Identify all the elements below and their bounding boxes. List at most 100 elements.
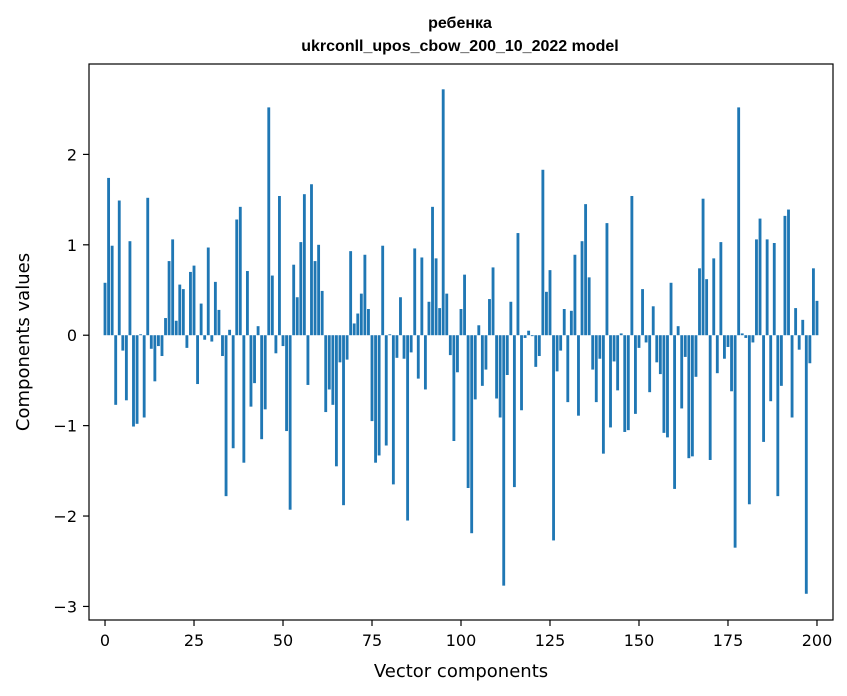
bar-component-47	[270, 275, 274, 336]
bar-component-122	[537, 335, 541, 357]
bar-component-63	[327, 335, 331, 390]
bar-component-94	[438, 308, 442, 336]
bar-component-177	[733, 335, 737, 548]
bar-component-22	[181, 289, 185, 336]
bar-component-7	[128, 241, 132, 336]
bar-component-180	[744, 335, 748, 338]
bar-component-154	[651, 306, 655, 336]
bar-component-44	[260, 335, 264, 440]
bar-component-170	[708, 335, 712, 460]
bar-component-161	[676, 326, 680, 336]
bar-component-150	[637, 335, 641, 348]
x-tick-label: 125	[535, 631, 566, 650]
bar-component-27	[199, 303, 203, 336]
bar-component-1	[107, 177, 111, 336]
bar-component-175	[726, 335, 730, 347]
bar-component-15	[156, 335, 160, 347]
bar-component-182	[751, 335, 755, 343]
bar-component-65	[334, 335, 338, 467]
bar-component-99	[456, 335, 459, 373]
bar-component-49	[278, 195, 281, 336]
bar-component-111	[498, 335, 502, 418]
bar-component-188	[772, 243, 776, 336]
bar-component-125	[548, 270, 552, 336]
bar-component-4	[117, 200, 121, 336]
y-tick-label: 2	[67, 145, 77, 164]
bar-component-41	[249, 335, 253, 407]
bar-component-143	[612, 335, 616, 362]
bar-component-96	[445, 293, 449, 336]
bar-component-83	[399, 297, 402, 336]
y-tick-label: 0	[67, 326, 77, 345]
bar-component-195	[797, 335, 801, 350]
bar-component-133	[577, 335, 580, 416]
y-tick-label: −3	[53, 597, 77, 616]
bar-component-89	[420, 257, 424, 336]
chart-subtitle: ukrconll_upos_cbow_200_10_2022 model	[301, 38, 618, 55]
bar-component-151	[641, 289, 644, 336]
bar-component-100	[459, 309, 463, 336]
bar-component-128	[559, 335, 563, 351]
bar-component-53	[292, 264, 296, 336]
bar-component-25	[192, 265, 196, 336]
bar-component-156	[658, 335, 662, 375]
bar-component-30	[210, 335, 214, 342]
x-tick-label: 200	[802, 631, 833, 650]
bar-component-147	[626, 335, 630, 431]
bar-component-109	[491, 267, 495, 336]
bar-component-110	[495, 335, 499, 399]
bar-component-124	[545, 291, 548, 336]
bar-component-32	[217, 309, 221, 336]
bar-component-18	[167, 261, 171, 336]
bar-component-165	[690, 335, 694, 457]
bar-component-58	[310, 184, 313, 336]
bar-component-87	[413, 248, 417, 336]
y-tick-label: −2	[53, 507, 77, 526]
bar-component-116	[516, 233, 520, 336]
bar-component-163	[683, 335, 687, 357]
y-tick-label: 1	[67, 236, 77, 255]
bar-component-39	[242, 335, 246, 463]
bar-component-91	[427, 301, 431, 336]
bar-component-56	[302, 194, 306, 336]
bar-component-136	[587, 277, 591, 336]
bar-component-55	[299, 242, 303, 336]
bar-component-198	[808, 335, 812, 364]
bar-component-31	[213, 281, 217, 336]
bar-component-157	[662, 335, 666, 433]
bar-component-11	[142, 335, 146, 418]
bar-component-93	[434, 258, 438, 336]
bar-component-185	[762, 335, 766, 442]
bar-component-9	[135, 335, 139, 424]
bar-component-191	[783, 215, 787, 336]
chart-title: ребенка	[428, 15, 492, 32]
bar-component-120	[530, 335, 534, 337]
bar-component-81	[391, 335, 395, 485]
bar-component-193	[790, 335, 794, 418]
bar-component-66	[338, 335, 342, 363]
bar-component-62	[324, 335, 328, 413]
bar-component-137	[591, 335, 595, 370]
x-axis-label: Vector components	[374, 661, 548, 682]
bar-component-38	[238, 206, 242, 336]
bar-component-12	[146, 197, 150, 336]
bar-component-121	[534, 335, 538, 367]
bar-component-164	[687, 335, 691, 459]
bar-component-172	[715, 335, 719, 374]
bar-component-88	[416, 335, 420, 379]
bar-component-142	[609, 335, 612, 428]
bar-component-28	[203, 335, 207, 340]
bar-component-126	[552, 335, 555, 541]
bar-component-59	[313, 261, 317, 336]
bar-component-196	[801, 319, 805, 336]
bar-component-106	[480, 335, 484, 386]
bar-component-97	[448, 335, 452, 356]
bar-component-84	[402, 335, 406, 359]
bar-component-197	[804, 335, 808, 594]
y-tick-label: −1	[53, 417, 77, 436]
bar-component-98	[452, 335, 456, 441]
bar-component-112	[502, 335, 506, 586]
bar-component-127	[555, 335, 559, 372]
